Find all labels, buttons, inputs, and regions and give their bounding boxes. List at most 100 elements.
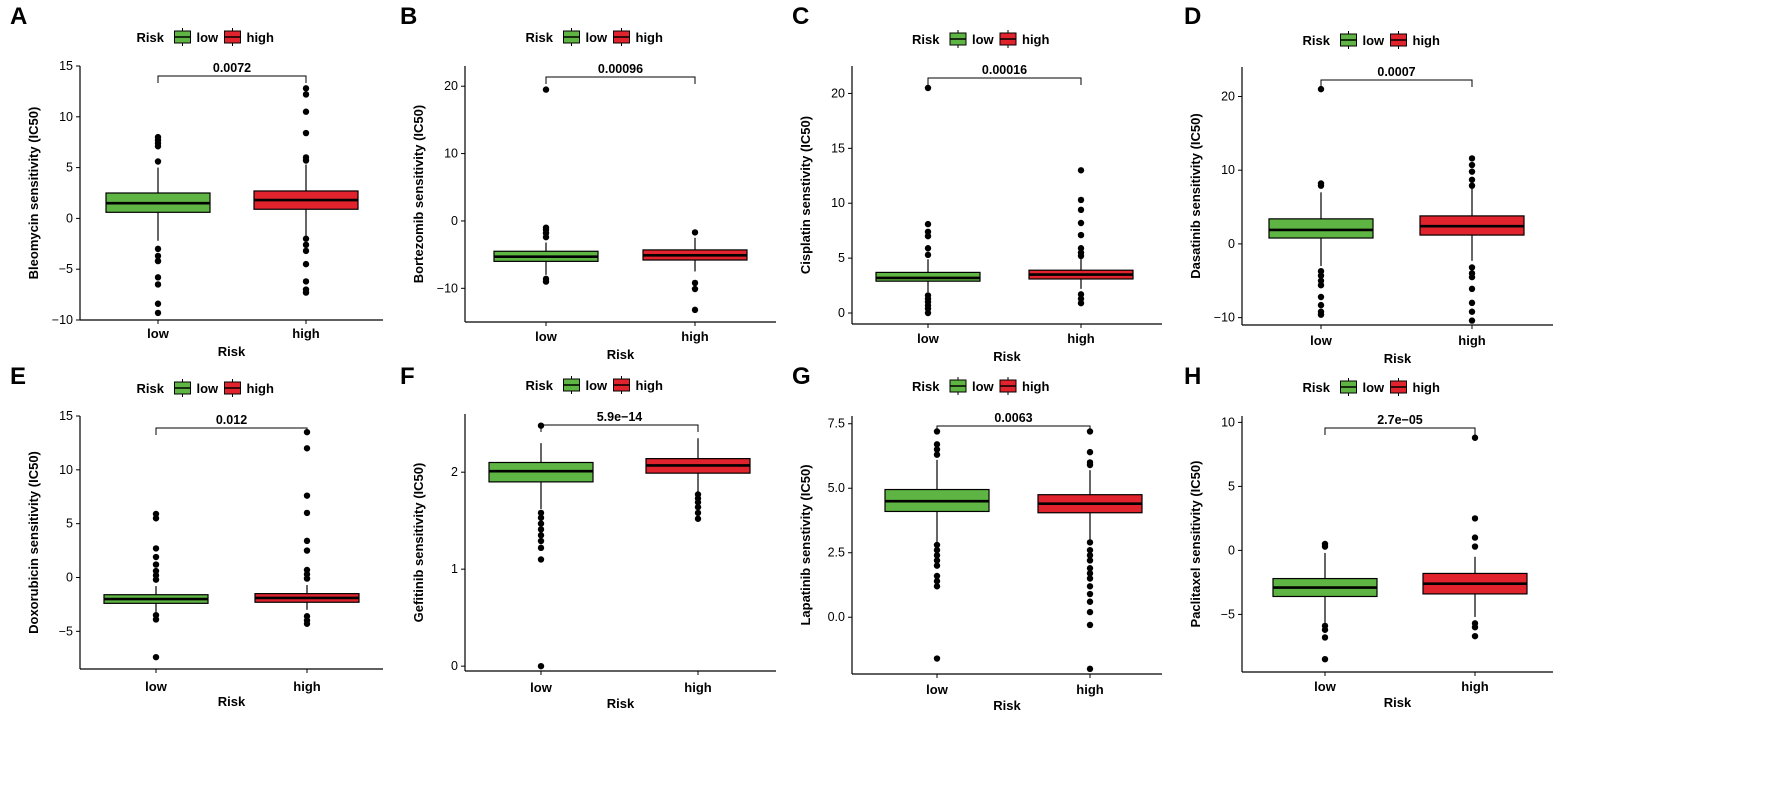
outlier-point <box>933 577 941 585</box>
legend: Risk low high <box>912 30 1049 48</box>
box-low <box>103 510 209 661</box>
y-tick-label: 5 <box>66 517 73 531</box>
outlier-point <box>1317 182 1325 189</box>
y-tick-label: −5 <box>1221 607 1235 621</box>
panel-a: A Risk low high −10 −5 0 5 10 15 low high Risk Bleomy… <box>10 3 383 359</box>
panel-b: B Risk low high −10 0 10 20 low high Risk Bortezomi… <box>400 3 776 362</box>
outlier-point <box>152 561 160 568</box>
outlier-point <box>1086 546 1094 554</box>
outlier-point <box>1077 252 1085 260</box>
outlier-point <box>1086 570 1094 577</box>
legend-key-high: high <box>613 376 663 394</box>
outlier-point <box>537 532 545 539</box>
y-tick-label: 10 <box>59 463 73 477</box>
outlier-point <box>1086 608 1094 616</box>
outlier-point <box>302 241 310 249</box>
outlier-point <box>924 309 932 317</box>
legend-key-low: low <box>563 28 609 46</box>
outlier-point <box>154 143 162 150</box>
legend-title: Risk <box>137 381 165 396</box>
outlier-point <box>933 562 941 569</box>
legend-label-high: high <box>1022 379 1049 394</box>
y-tick-label: −5 <box>59 624 73 638</box>
outlier-point <box>933 655 941 662</box>
x-axis-title: Risk <box>1384 695 1412 710</box>
outlier-point <box>691 285 699 293</box>
outlier-point <box>1317 281 1325 289</box>
outlier-point <box>924 232 932 240</box>
panel-letter: F <box>400 363 415 390</box>
box-high <box>1028 167 1134 307</box>
outlier-point <box>152 553 160 561</box>
outlier-point <box>933 552 941 559</box>
legend-key-high: high <box>1390 31 1440 49</box>
legend-label-high: high <box>247 30 274 45</box>
y-tick-label: 1 <box>451 562 458 576</box>
outlier-point <box>1468 155 1476 162</box>
outlier-point <box>1468 285 1476 293</box>
outlier-point <box>303 445 311 452</box>
outlier-point <box>933 572 941 580</box>
y-tick-label: 15 <box>59 409 73 423</box>
box-body <box>1268 218 1374 239</box>
legend: Risk low high <box>1303 378 1440 396</box>
outlier-point <box>924 305 932 312</box>
outlier-point <box>1321 543 1329 550</box>
outlier-point <box>537 514 545 521</box>
legend-label-high: high <box>247 381 274 396</box>
legend-key-low: low <box>563 376 608 394</box>
panel-g: G Risk low high 0.0 2.5 5.0 7.5 low high Risk Lapat… <box>792 363 1162 713</box>
legend-key-high: high <box>1390 378 1440 396</box>
y-tick-label: 20 <box>444 79 458 93</box>
outlier-point <box>1086 461 1094 469</box>
outlier-point <box>1321 634 1329 641</box>
outlier-point <box>1077 295 1085 302</box>
legend-key-high: high <box>224 379 274 397</box>
outlier-point <box>1468 161 1476 169</box>
x-tick-label: high <box>1076 682 1103 697</box>
y-tick-label: 15 <box>831 141 845 155</box>
x-tick-label: high <box>681 329 708 344</box>
y-tick-label: 5.0 <box>828 481 845 495</box>
outlier-point <box>302 157 310 164</box>
outlier-point <box>1468 176 1476 183</box>
significance-bracket <box>545 76 696 84</box>
y-tick-label: 20 <box>831 86 845 100</box>
y-tick-label: 0.0 <box>828 610 845 624</box>
outlier-point <box>537 662 545 670</box>
y-tick-label: 0 <box>66 211 73 225</box>
outlier-point <box>1077 219 1085 227</box>
outlier-point <box>302 108 310 115</box>
outlier-point <box>154 245 162 253</box>
box-low <box>884 428 990 662</box>
y-tick-label: 5 <box>838 251 845 265</box>
significance-bracket <box>157 75 307 83</box>
box-high <box>254 428 360 627</box>
outlier-point <box>1468 264 1476 271</box>
significance-bracket <box>155 427 308 435</box>
significance-bracket <box>1324 427 1476 435</box>
legend-label-low: low <box>586 30 609 45</box>
outlier-point <box>1468 273 1476 281</box>
p-value-label: 5.9e−14 <box>597 410 643 424</box>
legend-key-high: high <box>613 28 663 46</box>
outlier-point <box>694 509 702 517</box>
outlier-point <box>152 545 160 552</box>
panel-letter: E <box>10 363 26 390</box>
outlier-point <box>1077 299 1085 307</box>
y-tick-label: 7.5 <box>828 417 845 431</box>
outlier-point <box>1077 206 1085 214</box>
legend: Risk low high <box>137 28 274 46</box>
outlier-point <box>1077 231 1085 239</box>
panel-h: H Risk low high −5 0 5 10 low high Risk Paclitaxel … <box>1184 363 1553 710</box>
box-low <box>105 133 211 317</box>
outlier-point <box>303 547 311 554</box>
panel-c: C Risk low high 0 5 10 15 20 low high Risk Cisplatin… <box>792 3 1162 364</box>
outlier-point <box>1086 539 1094 546</box>
outlier-point <box>152 653 160 661</box>
outlier-point <box>537 556 545 563</box>
y-tick-label: 5 <box>66 161 73 175</box>
outlier-point <box>1317 267 1325 275</box>
x-tick-label: low <box>1310 333 1333 348</box>
y-tick-label: 2.5 <box>828 546 845 560</box>
